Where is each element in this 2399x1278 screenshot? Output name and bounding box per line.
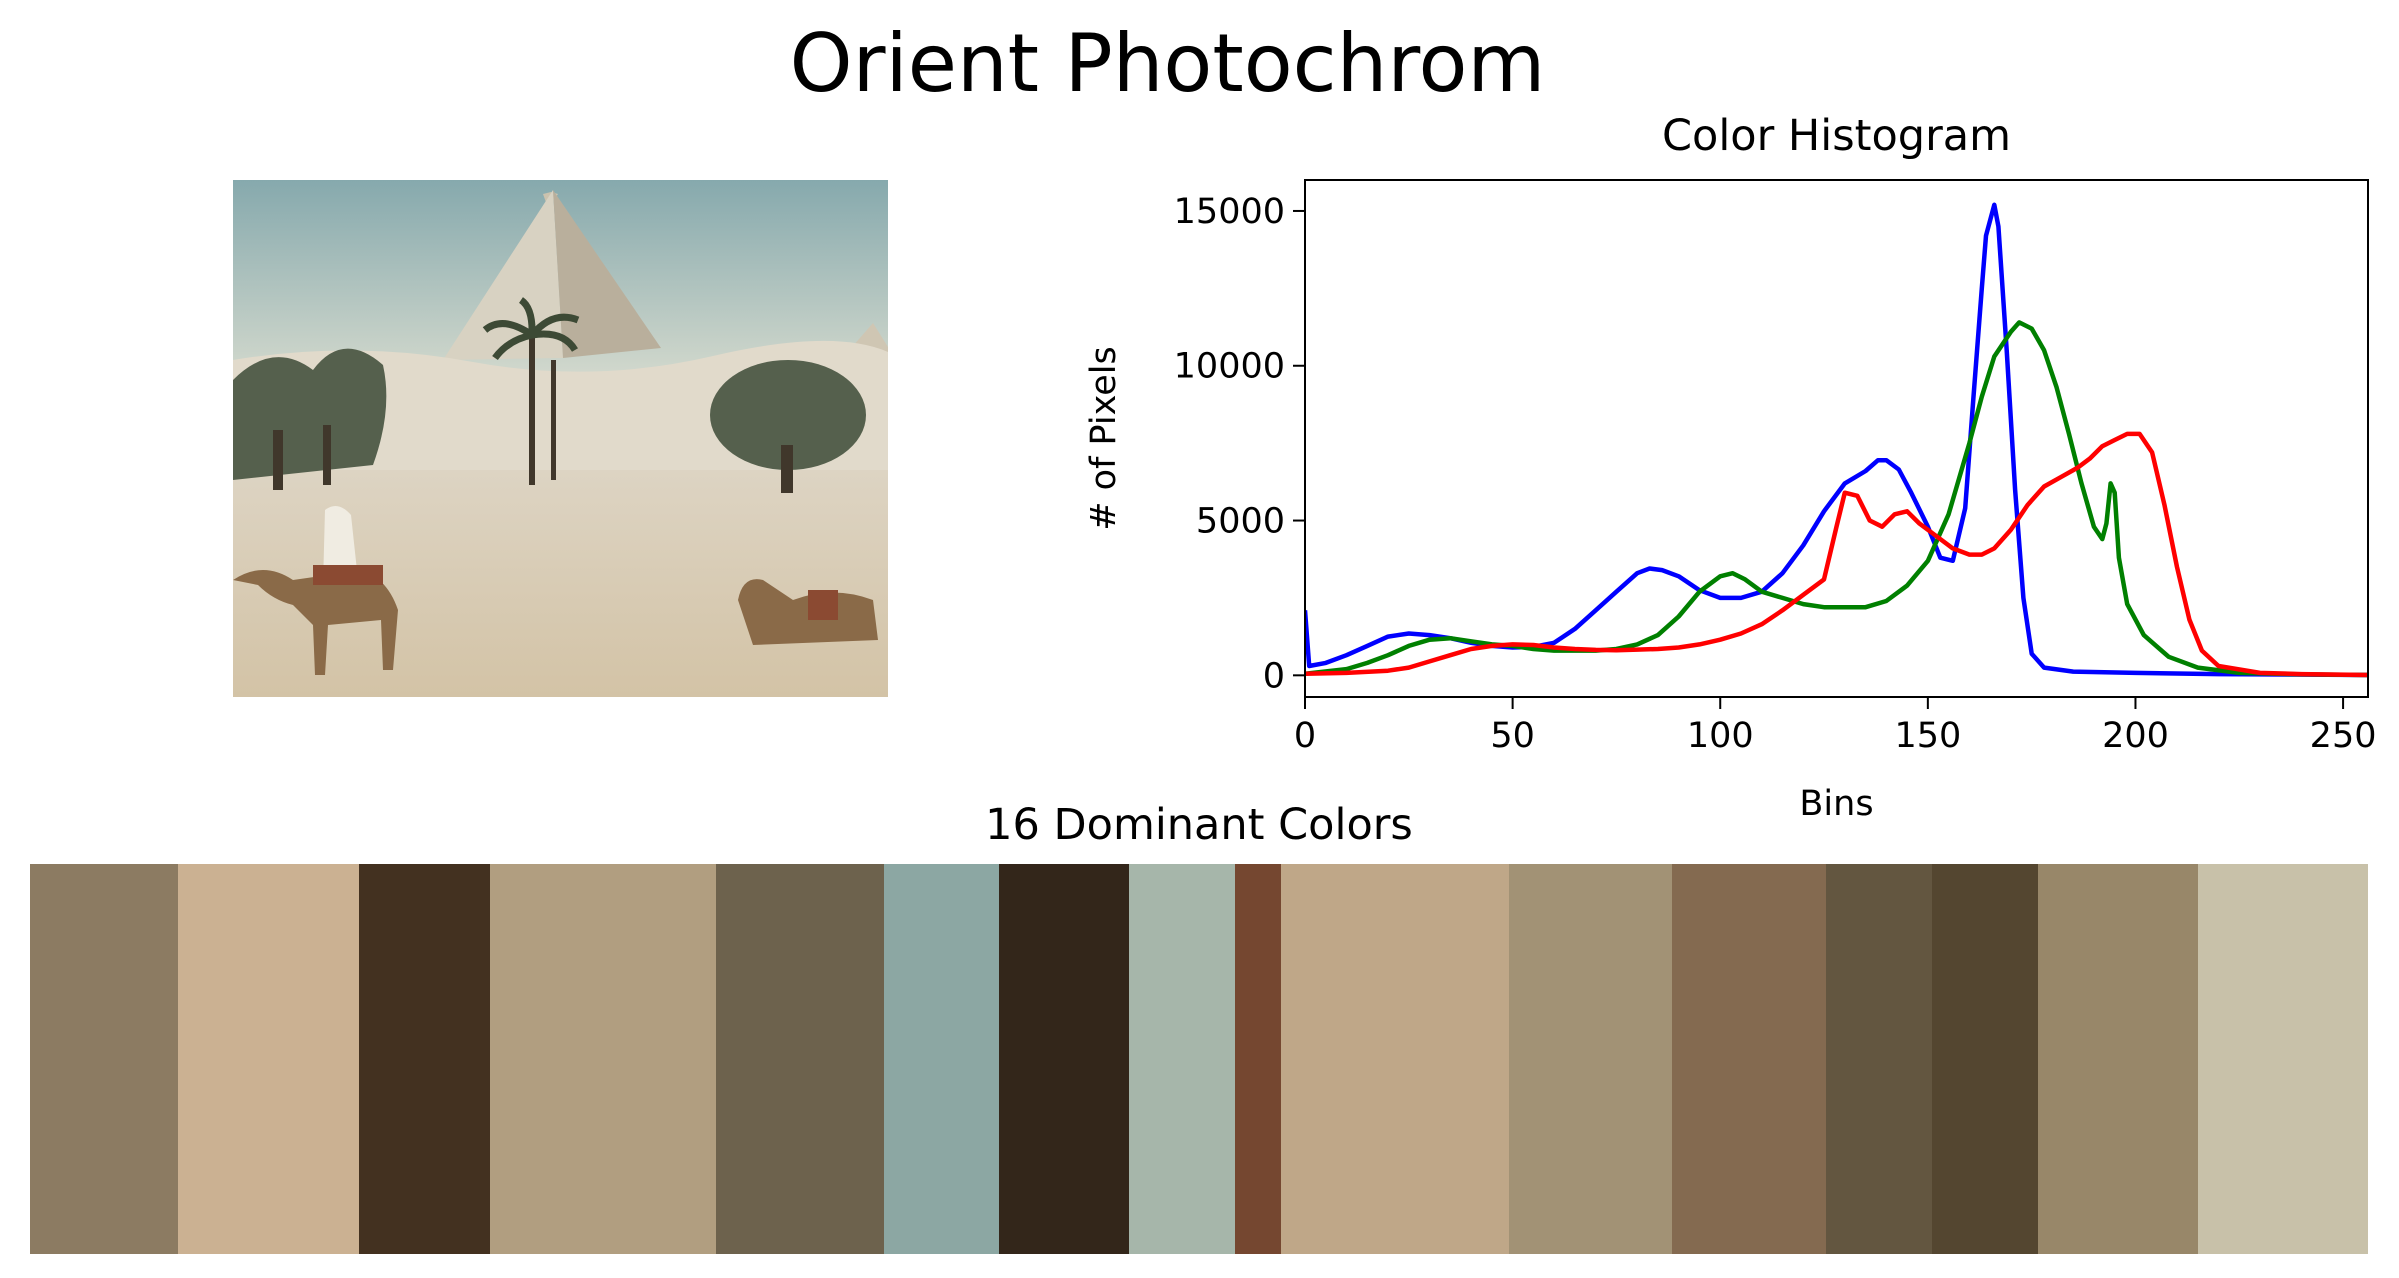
right-tree-trunk: [781, 445, 793, 493]
color-swatch-9: [1235, 864, 1281, 1254]
dominant-colors-palette: [30, 864, 2368, 1254]
y-tick-label-0: 0: [1263, 656, 1285, 696]
color-swatch-14: [1932, 864, 2039, 1254]
plot-frame: [1304, 179, 2369, 698]
color-swatch-6: [884, 864, 999, 1254]
color-swatch-3: [359, 864, 490, 1254]
color-swatch-10: [1280, 864, 1510, 1254]
color-swatch-15: [2038, 864, 2199, 1254]
color-swatch-2: [177, 864, 360, 1254]
left-trunk-2: [323, 425, 331, 485]
color-histogram-chart: 0 50 100 150 200 250 0 5000 10000 15000 Color Hist…: [1084, 111, 2377, 824]
color-swatch-5: [716, 864, 885, 1254]
color-swatch-16: [2198, 864, 2368, 1254]
camel-left: [233, 570, 398, 675]
color-swatch-11: [1509, 864, 1672, 1254]
saddle-blanket: [313, 565, 383, 585]
y-tick-label-15000: 15000: [1174, 192, 1285, 232]
desert-pyramid-scene: [233, 180, 888, 697]
y-tick-label-5000: 5000: [1196, 502, 1285, 542]
palm-trunk: [529, 330, 535, 485]
resting-saddle: [808, 590, 838, 620]
x-tick-label-150: 150: [1894, 716, 1961, 756]
color-swatch-7: [998, 864, 1129, 1254]
x-tick-label-50: 50: [1490, 716, 1535, 756]
pyramid-right-face: [553, 190, 661, 358]
color-swatch-12: [1671, 864, 1826, 1254]
palm-fronds: [482, 297, 580, 361]
right-tree-canopy: [710, 360, 866, 470]
left-trunk: [273, 430, 283, 490]
x-tick-label-200: 200: [2102, 716, 2169, 756]
palette-title: 16 Dominant Colors: [985, 800, 1413, 850]
photochrom-image: [233, 180, 888, 697]
x-tick-label-100: 100: [1687, 716, 1754, 756]
histogram-line-1: [1305, 320, 2368, 678]
color-swatch-4: [489, 864, 717, 1254]
histogram-title: Color Histogram: [1662, 111, 2011, 161]
x-tick-label-250: 250: [2310, 716, 2377, 756]
color-swatch-1: [30, 864, 178, 1254]
y-tick-label-10000: 10000: [1174, 347, 1285, 387]
x-tick-label-0: 0: [1294, 716, 1316, 756]
palm-trunk-2: [551, 360, 556, 480]
color-swatch-8: [1128, 864, 1236, 1254]
y-axis-label: # of Pixels: [1084, 346, 1124, 531]
histogram-line-2: [1305, 431, 2368, 678]
figure-title: Orient Photochrom: [789, 17, 1546, 110]
color-swatch-13: [1825, 864, 1933, 1254]
histogram-line-0: [1305, 202, 2368, 678]
x-axis-label: Bins: [1799, 784, 1873, 824]
left-trees: [233, 348, 387, 480]
